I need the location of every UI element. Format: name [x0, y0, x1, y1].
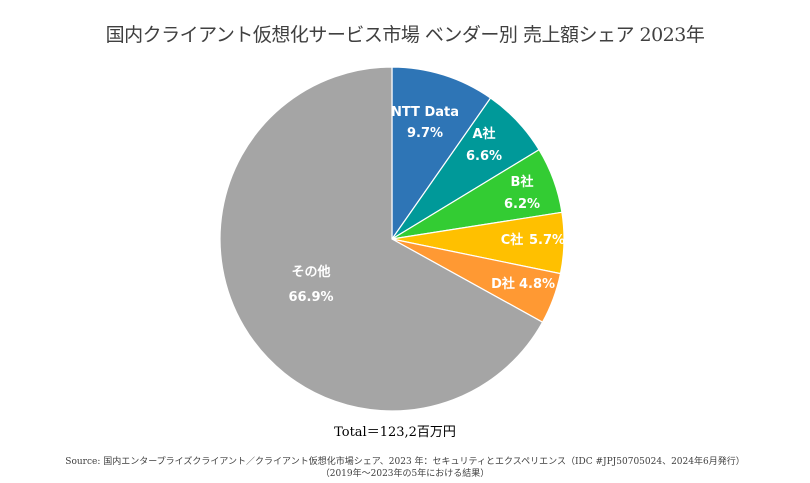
slice-label-other-name: その他	[291, 264, 330, 280]
total-label: Total＝123,2百万円	[334, 425, 456, 440]
slice-label-c-pct: 5.7%	[529, 233, 565, 248]
pie-slice-0	[391, 66, 492, 241]
source-line-1: Source: 国内エンタープライズクライアント／クライアント仮想化市場シェア、…	[65, 457, 745, 467]
source-line-2: （2019年～2023年の5年における結果）	[320, 469, 490, 479]
slice-label-a-name: A社	[472, 126, 495, 142]
chart-title: 国内クライアント仮想化サービス市場 ベンダー別 売上額シェア 2023年	[105, 24, 705, 46]
slice-label-b-pct: 6.2%	[504, 197, 540, 212]
slice-label-d-pct: 4.8%	[519, 277, 555, 292]
slice-label-ntt-data-name: NTT Data	[391, 105, 459, 120]
slice-label-a-pct: 6.6%	[466, 149, 502, 164]
slice-label-other-pct: 66.9%	[288, 290, 333, 305]
source-note: Source: 国内エンタープライズクライアント／クライアント仮想化市場シェア、…	[0, 456, 810, 480]
slice-label-d-name: D社	[491, 276, 515, 292]
pie-slice-5	[219, 66, 544, 412]
slice-label-b-name: B社	[511, 174, 534, 190]
slice-label-c-name: C社	[501, 232, 524, 248]
slice-label-ntt-data-pct: 9.7%	[407, 126, 443, 141]
